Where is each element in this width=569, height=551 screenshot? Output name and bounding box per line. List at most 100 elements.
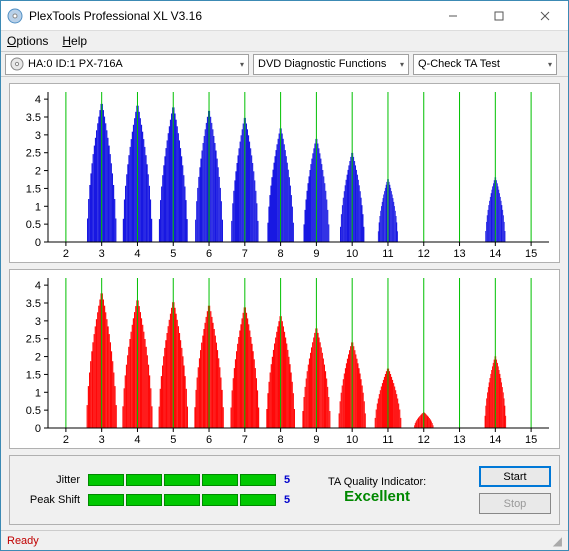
- statusbar: Ready ◢: [1, 530, 568, 550]
- svg-text:11: 11: [382, 248, 393, 260]
- function-select[interactable]: DVD Diagnostic Functions ▾: [253, 54, 409, 75]
- svg-text:4: 4: [35, 280, 41, 292]
- menu-help[interactable]: Help: [62, 34, 87, 48]
- svg-text:13: 13: [453, 434, 465, 446]
- quality-segment: [164, 494, 200, 506]
- ta-indicator-value: Excellent: [344, 488, 410, 505]
- svg-text:7: 7: [242, 434, 248, 446]
- quality-segment: [240, 494, 276, 506]
- menu-help-rest: elp: [71, 34, 87, 48]
- svg-text:2: 2: [35, 352, 41, 364]
- bottom-chart: 2345678910111213141500.511.522.533.54: [9, 269, 560, 449]
- svg-text:4: 4: [134, 248, 140, 260]
- svg-text:14: 14: [489, 434, 501, 446]
- svg-text:12: 12: [418, 434, 430, 446]
- svg-text:2: 2: [63, 434, 69, 446]
- svg-text:6: 6: [206, 434, 212, 446]
- toolbar: HA:0 ID:1 PX-716A ▾ DVD Diagnostic Funct…: [1, 51, 568, 77]
- svg-text:3: 3: [35, 130, 41, 142]
- svg-text:9: 9: [313, 434, 319, 446]
- close-button[interactable]: [522, 1, 568, 31]
- quality-segment: [88, 494, 124, 506]
- titlebar: PlexTools Professional XL V3.16: [1, 1, 568, 31]
- quality-segment: [240, 474, 276, 486]
- chevron-down-icon: ▾: [400, 60, 404, 69]
- quality-segment: [126, 474, 162, 486]
- svg-text:3.5: 3.5: [26, 112, 41, 124]
- svg-text:15: 15: [525, 248, 537, 260]
- svg-text:2: 2: [63, 248, 69, 260]
- peakshift-row: Peak Shift 5: [18, 494, 304, 506]
- svg-text:5: 5: [170, 248, 176, 260]
- test-select-text: Q-Check TA Test: [418, 58, 500, 70]
- start-button-rest: tart: [511, 471, 527, 483]
- menu-options-rest: ptions: [16, 34, 48, 48]
- quality-segment: [202, 474, 238, 486]
- svg-text:1: 1: [35, 387, 41, 399]
- svg-text:8: 8: [278, 248, 284, 260]
- jitter-label: Jitter: [18, 474, 80, 486]
- svg-text:4: 4: [134, 434, 140, 446]
- app-title: PlexTools Professional XL V3.16: [29, 9, 430, 23]
- peakshift-bars: [88, 494, 276, 506]
- minimize-button[interactable]: [430, 1, 476, 31]
- drive-select[interactable]: HA:0 ID:1 PX-716A ▾: [5, 54, 249, 75]
- content-area: 2345678910111213141500.511.522.533.54 23…: [1, 77, 568, 530]
- quality-segment: [164, 474, 200, 486]
- maximize-button[interactable]: [476, 1, 522, 31]
- svg-text:3: 3: [99, 248, 105, 260]
- function-select-text: DVD Diagnostic Functions: [258, 58, 386, 70]
- jitter-bars: [88, 474, 276, 486]
- app-window: PlexTools Professional XL V3.16 Options …: [0, 0, 569, 551]
- status-text: Ready: [7, 535, 39, 547]
- svg-text:3: 3: [35, 316, 41, 328]
- resize-grip[interactable]: ◢: [553, 534, 562, 548]
- test-select[interactable]: Q-Check TA Test ▾: [413, 54, 557, 75]
- svg-text:0: 0: [35, 237, 41, 249]
- svg-text:11: 11: [382, 434, 393, 446]
- svg-text:0.5: 0.5: [26, 219, 41, 231]
- stop-button-text: Stop: [504, 498, 527, 510]
- chevron-down-icon: ▾: [240, 60, 244, 69]
- quality-segment: [126, 494, 162, 506]
- metrics-left: Jitter 5 Peak Shift 5: [18, 474, 304, 506]
- ta-indicator: TA Quality Indicator: Excellent: [328, 476, 426, 505]
- svg-text:10: 10: [346, 434, 358, 446]
- start-button[interactable]: Start: [479, 466, 551, 487]
- top-chart: 2 3 4 5 6 7 8 9 10 11 12 13 14 15 0 0.5 1 1.5 2 2.5 3 3.5 4: [9, 83, 560, 263]
- metrics-buttons: Start Stop: [479, 466, 551, 514]
- svg-text:5: 5: [170, 434, 176, 446]
- svg-text:3.5: 3.5: [26, 298, 41, 310]
- svg-text:1.5: 1.5: [26, 369, 41, 381]
- peakshift-value: 5: [284, 494, 304, 506]
- jitter-value: 5: [284, 474, 304, 486]
- drive-select-text: HA:0 ID:1 PX-716A: [28, 58, 123, 70]
- svg-text:1: 1: [35, 201, 41, 213]
- peakshift-label: Peak Shift: [18, 494, 80, 506]
- window-controls: [430, 1, 568, 31]
- quality-segment: [202, 494, 238, 506]
- svg-text:6: 6: [206, 248, 212, 260]
- svg-text:1.5: 1.5: [26, 183, 41, 195]
- svg-text:14: 14: [489, 248, 501, 260]
- svg-text:15: 15: [525, 434, 537, 446]
- ta-indicator-label: TA Quality Indicator:: [328, 476, 426, 488]
- svg-text:9: 9: [313, 248, 319, 260]
- svg-text:7: 7: [242, 248, 248, 260]
- stop-button[interactable]: Stop: [479, 493, 551, 514]
- disc-icon: [10, 57, 24, 71]
- chevron-down-icon: ▾: [548, 60, 552, 69]
- svg-text:10: 10: [346, 248, 358, 260]
- svg-text:4: 4: [35, 94, 41, 106]
- menu-options[interactable]: Options: [7, 34, 48, 48]
- svg-text:12: 12: [418, 248, 430, 260]
- svg-text:2: 2: [35, 166, 41, 178]
- app-icon: [7, 8, 23, 24]
- jitter-row: Jitter 5: [18, 474, 304, 486]
- svg-text:13: 13: [453, 248, 465, 260]
- svg-text:3: 3: [99, 434, 105, 446]
- svg-text:8: 8: [278, 434, 284, 446]
- svg-text:2.5: 2.5: [26, 148, 41, 160]
- quality-segment: [88, 474, 124, 486]
- menubar: Options Help: [1, 31, 568, 51]
